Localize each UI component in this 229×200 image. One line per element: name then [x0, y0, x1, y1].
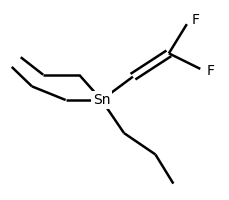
- Text: F: F: [191, 13, 199, 27]
- Text: Sn: Sn: [92, 93, 110, 107]
- Text: F: F: [206, 64, 214, 78]
